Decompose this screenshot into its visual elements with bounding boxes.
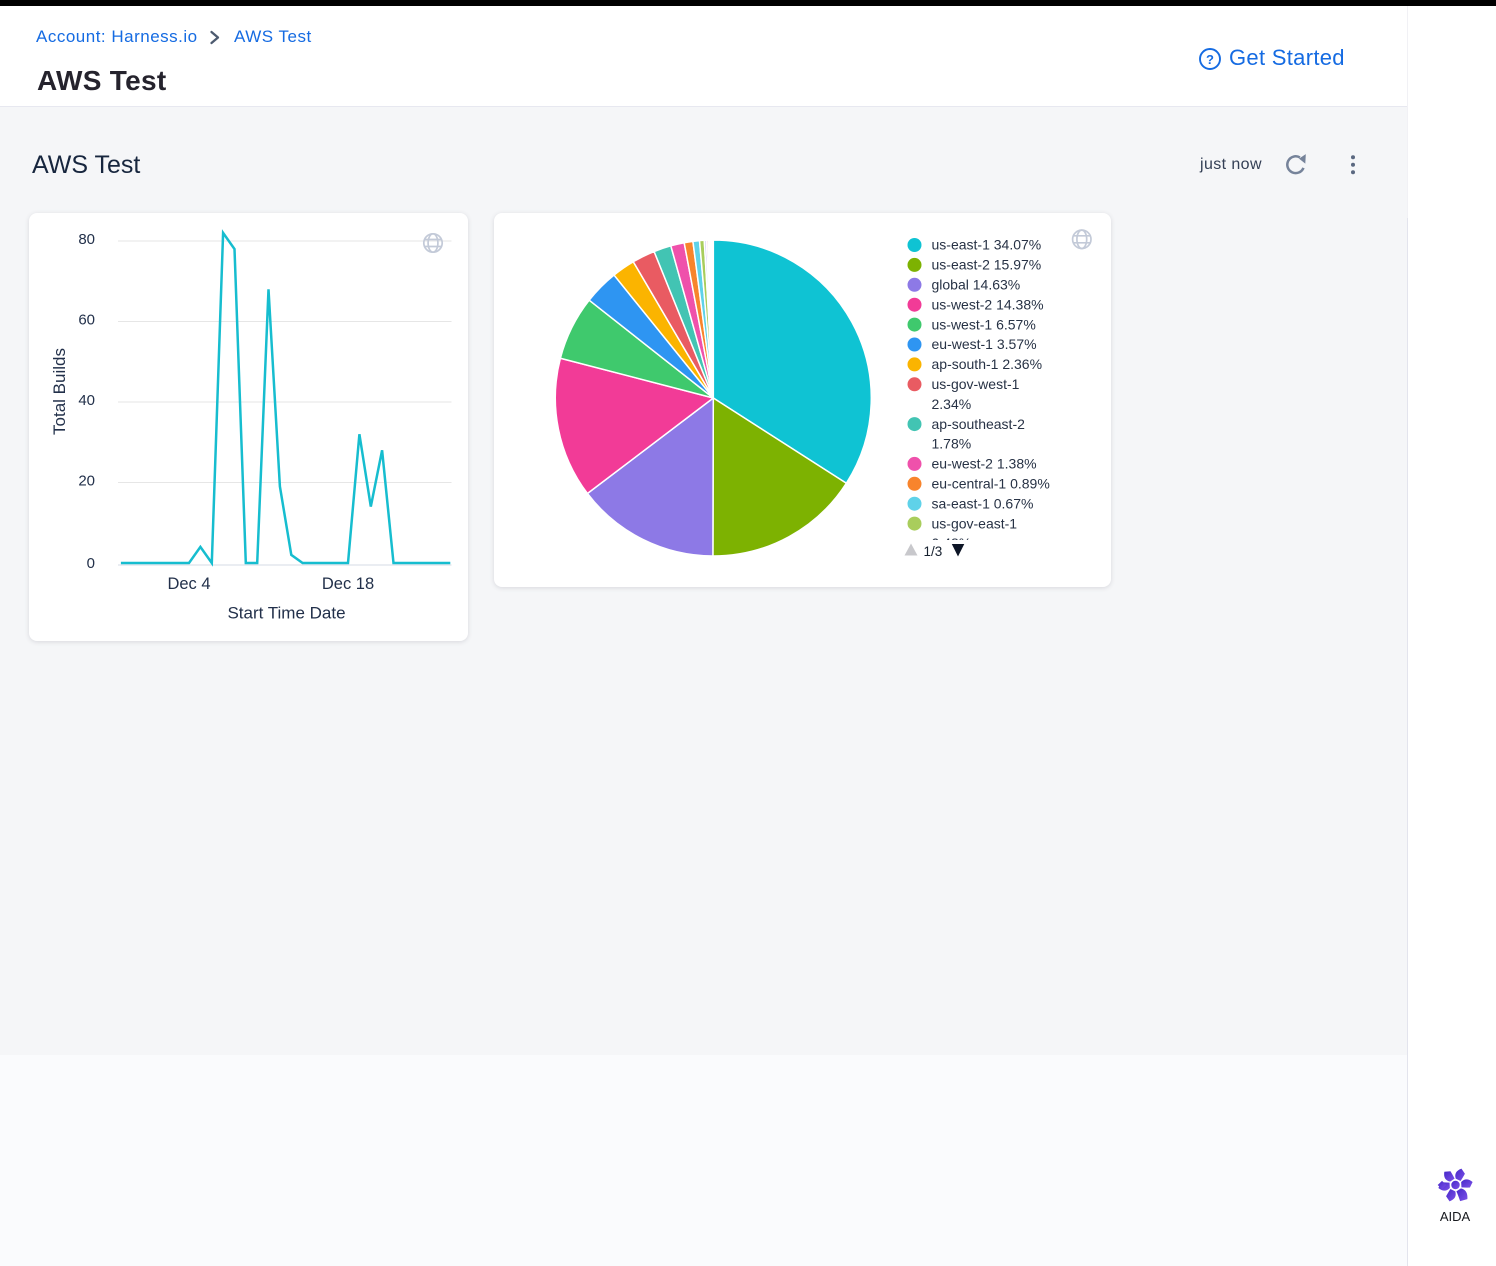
svg-text:us-west-2 14.38%: us-west-2 14.38% [932,296,1044,312]
svg-text:us-west-1 6.57%: us-west-1 6.57% [932,316,1036,332]
svg-text:us-gov-west-1: us-gov-west-1 [932,376,1020,392]
svg-text:60: 60 [78,312,95,329]
svg-text:?: ? [1206,52,1214,67]
svg-text:ap-south-1 2.36%: ap-south-1 2.36% [932,356,1043,372]
svg-text:sa-east-1 0.67%: sa-east-1 0.67% [932,495,1034,511]
svg-text:eu-west-2 1.38%: eu-west-2 1.38% [932,456,1037,472]
svg-text:Dec 4: Dec 4 [167,575,210,593]
svg-text:us-gov-east-1: us-gov-east-1 [932,515,1018,531]
svg-text:ap-southeast-2: ap-southeast-2 [932,416,1026,432]
svg-text:global 14.63%: global 14.63% [932,277,1021,293]
svg-text:0.48%: 0.48% [932,535,972,551]
svg-text:eu-central-1 0.89%: eu-central-1 0.89% [932,476,1050,492]
svg-text:1.78%: 1.78% [932,436,972,452]
svg-text:20: 20 [78,473,95,490]
svg-text:Dec 18: Dec 18 [322,575,374,593]
svg-text:Start Time Date: Start Time Date [227,604,345,623]
svg-text:0: 0 [87,555,95,572]
svg-text:2.34%: 2.34% [932,396,972,412]
svg-text:Total Builds: Total Builds [50,348,69,435]
svg-text:80: 80 [78,231,95,248]
svg-text:us-east-2 15.97%: us-east-2 15.97% [932,257,1042,273]
svg-text:1/3: 1/3 [924,544,943,559]
svg-text:40: 40 [78,392,95,409]
svg-text:eu-west-1 3.57%: eu-west-1 3.57% [932,336,1037,352]
svg-text:us-east-1 34.07%: us-east-1 34.07% [932,237,1042,253]
